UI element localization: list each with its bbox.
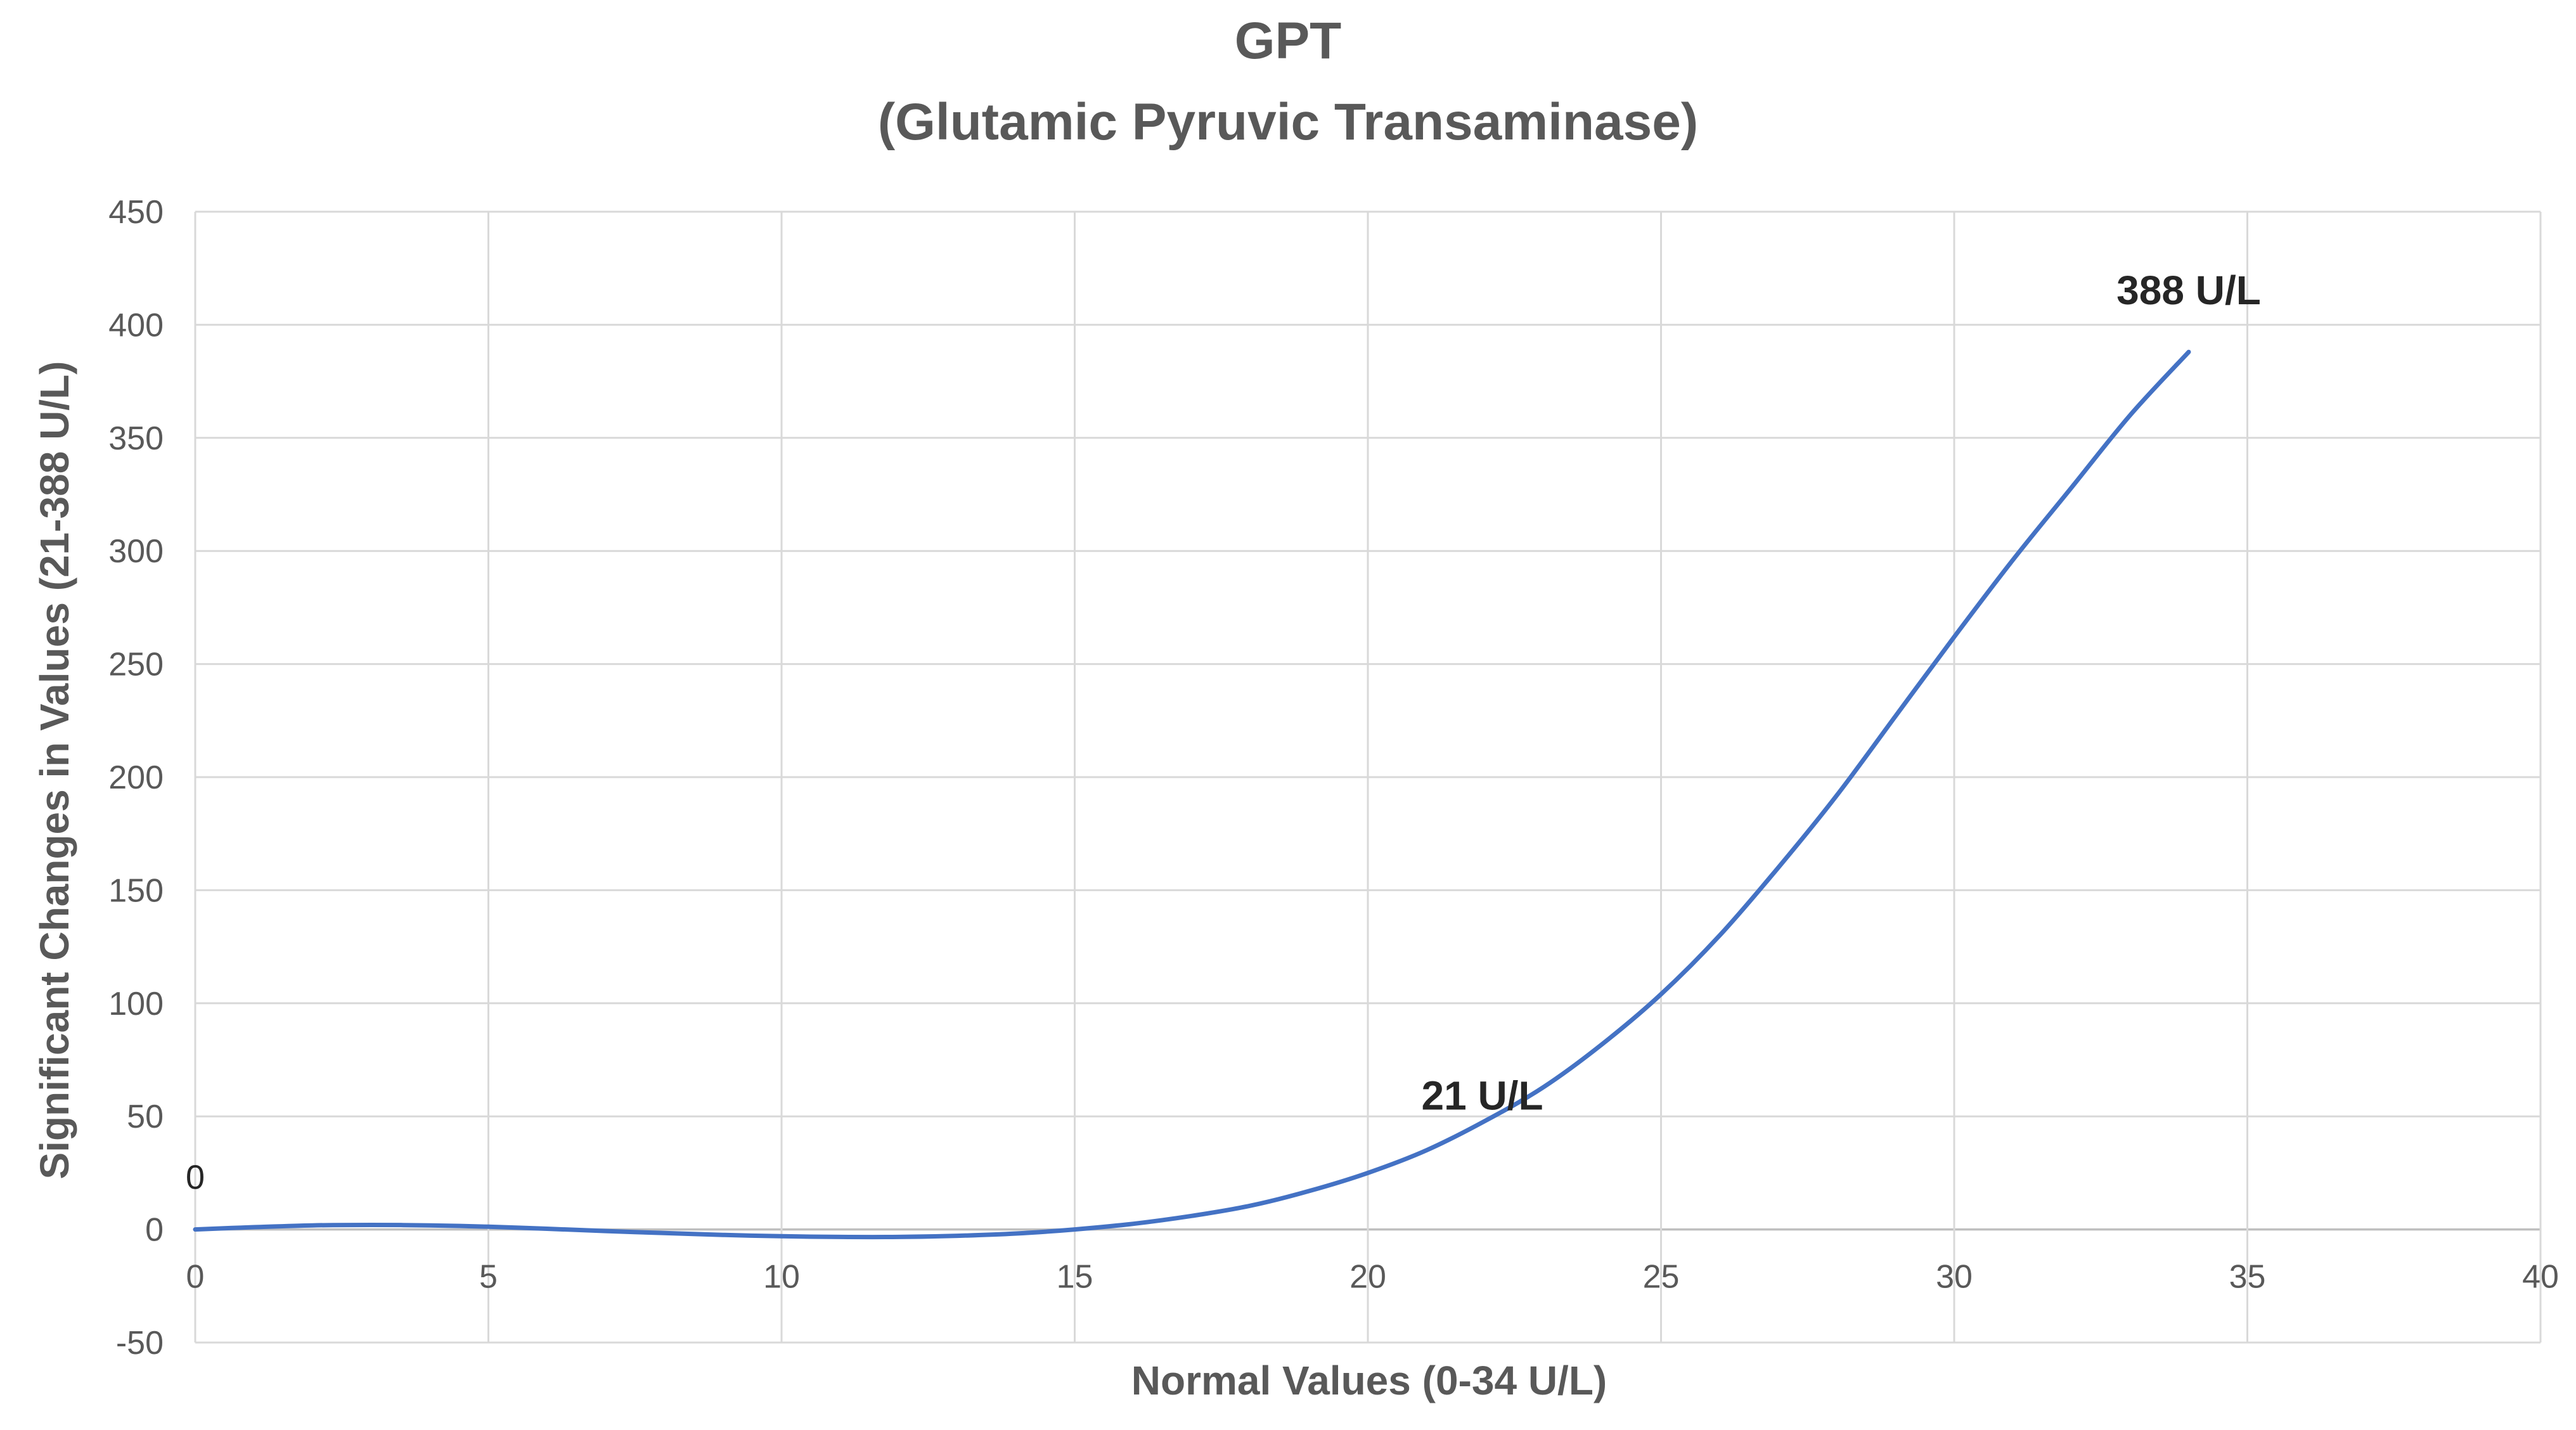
x-tick-label: 25: [1643, 1259, 1680, 1296]
data-label: 21 U/L: [1421, 1073, 1543, 1119]
grid-lines: [194, 210, 2542, 1344]
chart-subtitle: (Glutamic Pyruvic Transaminase): [878, 93, 1698, 151]
y-tick-label: 300: [108, 533, 164, 570]
annotations-layer: 0 21 U/L 388 U/L: [186, 267, 2261, 1196]
x-tick-label: 20: [1349, 1259, 1386, 1296]
y-tick-label: 350: [108, 420, 164, 457]
y-tick-label: 200: [108, 759, 164, 796]
series-layer: [193, 349, 2191, 1240]
y-tick-label: 150: [108, 872, 164, 909]
data-label: 388 U/L: [2116, 267, 2261, 313]
chart-title: GPT: [1235, 12, 1342, 70]
x-tick-label: 30: [1936, 1259, 1973, 1296]
y-tick-label: 100: [108, 986, 164, 1022]
data-label: 0: [186, 1159, 205, 1197]
y-tick-label: -50: [116, 1325, 164, 1362]
series-line-0: [193, 349, 2191, 1240]
y-tick-label: 0: [145, 1212, 164, 1249]
x-tick-label: 0: [186, 1259, 205, 1296]
x-tick-label: 15: [1057, 1259, 1093, 1296]
x-tick-label: 10: [763, 1259, 800, 1296]
y-tick-label: 250: [108, 647, 164, 683]
x-tick-label: 5: [479, 1259, 498, 1296]
y-tick-label: 450: [108, 194, 164, 231]
y-tick-label: 400: [108, 307, 164, 344]
y-tick-label: 50: [127, 1098, 164, 1135]
y-axis-label: Significant Changes in Values (21-388 U/…: [32, 361, 77, 1180]
x-tick-label: 35: [2229, 1259, 2266, 1296]
x-axis-label: Normal Values (0-34 U/L): [1131, 1358, 1607, 1403]
x-tick-label: 40: [2522, 1259, 2559, 1296]
